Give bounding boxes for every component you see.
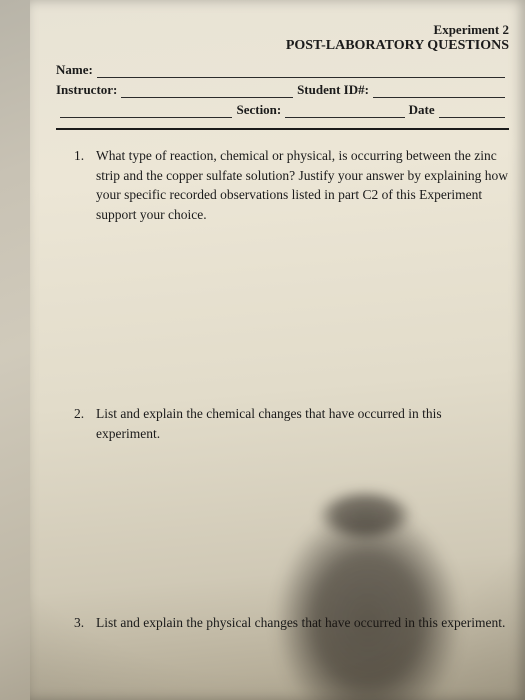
instructor-row: Instructor: Student ID#:	[56, 82, 509, 98]
studentid-label: Student ID#:	[297, 82, 369, 98]
section-label: Section:	[236, 102, 281, 118]
experiment-number: Experiment 2	[56, 22, 509, 38]
question-1-number: 1.	[74, 146, 90, 224]
name-row: Name:	[56, 62, 509, 78]
studentid-blank	[373, 84, 505, 98]
worksheet-page: Experiment 2 POST-LABORATORY QUESTIONS N…	[30, 0, 525, 700]
question-1-text: What type of reaction, chemical or physi…	[96, 146, 509, 224]
instructor-label: Instructor:	[56, 82, 117, 98]
question-3-text: List and explain the physical changes th…	[96, 613, 505, 633]
section-row: Section: Date	[56, 102, 509, 118]
instructor-blank	[121, 84, 293, 98]
date-label: Date	[409, 102, 435, 118]
date-blank	[439, 104, 505, 118]
question-3: 3. List and explain the physical changes…	[74, 613, 509, 633]
question-list: 1. What type of reaction, chemical or ph…	[56, 146, 509, 633]
section-blank	[285, 104, 404, 118]
instructor-blank-2	[60, 104, 232, 118]
name-label: Name:	[56, 62, 93, 78]
question-2-number: 2.	[74, 404, 90, 443]
header-block: Experiment 2 POST-LABORATORY QUESTIONS	[56, 22, 509, 54]
question-2: 2. List and explain the chemical changes…	[74, 404, 509, 443]
question-3-number: 3.	[74, 613, 90, 633]
question-1: 1. What type of reaction, chemical or ph…	[74, 146, 509, 224]
info-fields: Name: Instructor: Student ID#: Section: …	[56, 62, 509, 118]
name-blank	[97, 64, 505, 78]
question-2-text: List and explain the chemical changes th…	[96, 404, 509, 443]
worksheet-title: POST-LABORATORY QUESTIONS	[56, 38, 509, 54]
divider-rule	[56, 128, 509, 130]
